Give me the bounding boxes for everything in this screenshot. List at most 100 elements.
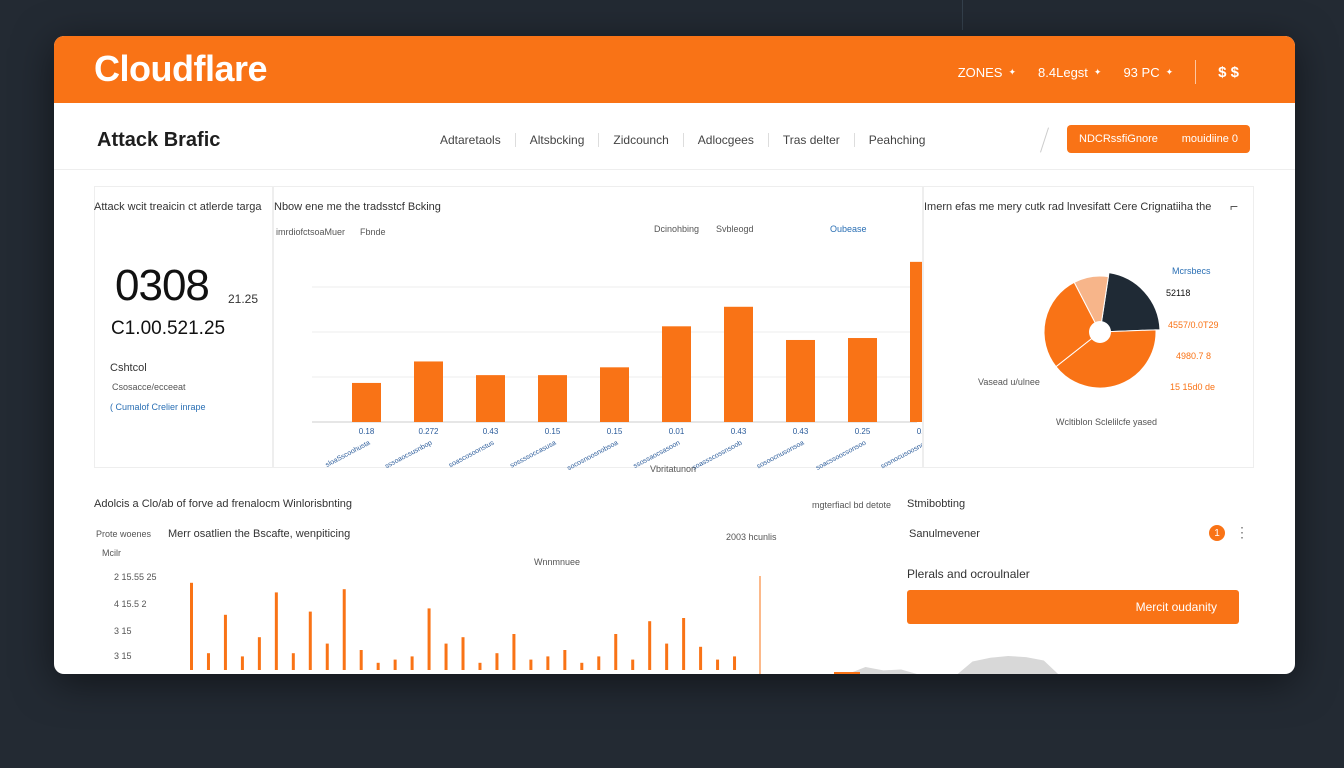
side-item[interactable]: Sanulmevener — [909, 528, 980, 540]
pie-chart-panel — [922, 186, 1254, 468]
attack-bar-chart: 0.18 sloaSscoohusta 0.272 sssoaocsusnbop 0.4… — [312, 261, 922, 472]
bottom-chart-title: Merr osatlien the Bscafte, wenpiticing — [168, 528, 351, 540]
annotation-mid: Wnnmnuee — [534, 557, 581, 567]
spike-3 — [240, 656, 244, 670]
pie-chart-title: Imern efas me mery cutk rad lnvesifatt C… — [924, 201, 1212, 213]
tick-label-5: 0.01 — [669, 427, 685, 436]
category-label-2: soascosoonstus — [448, 439, 496, 469]
attack-count-value: 0308 — [115, 261, 210, 310]
spike-13 — [410, 656, 414, 670]
pie-label-v2: 4557/0.0T29 — [1168, 320, 1219, 330]
y-label-1: 2 15.55 25 — [114, 572, 157, 582]
chart-label-left: Prote woenes — [96, 529, 152, 539]
spike-26 — [631, 659, 635, 670]
x-axis-title: Vbritatunon — [650, 464, 697, 474]
stats-link[interactable]: ( Cumalof Crelier inrape — [110, 402, 206, 412]
tab-zidcounch[interactable]: Zidcounch — [599, 133, 684, 147]
y-label-0: Mcilr — [102, 548, 121, 558]
pie-label-top: Mcrsbecs — [1172, 266, 1211, 276]
spike-15 — [444, 643, 448, 670]
stats-line: Csosacce/ecceeat — [112, 382, 186, 392]
tab-bar: Adtaretaols Altsbcking Zidcounch Adlocge… — [426, 133, 939, 147]
header-divider — [1040, 127, 1049, 153]
cloudflare-logo: Cloudflare — [94, 48, 268, 89]
bar-1 — [414, 361, 443, 422]
spike-18 — [495, 653, 499, 670]
bottom-heading: Adolcis a Clo/ab of forve ad frenalocm W… — [94, 498, 353, 510]
tick-label-7: 0.43 — [793, 427, 809, 436]
category-label-6: soassscossnsoob — [691, 440, 743, 472]
bar-4 — [600, 367, 629, 422]
category-label-1: sssoaocsusnbop — [384, 440, 433, 471]
annotation-top: 2003 hcunlis — [726, 532, 777, 542]
more-options-icon[interactable]: ⋮ — [1235, 524, 1249, 540]
spike-21 — [546, 656, 550, 670]
menu-separator — [1195, 60, 1197, 84]
spike-2 — [223, 614, 227, 670]
spike-0 — [190, 582, 193, 670]
spike-28 — [665, 643, 669, 670]
spike-24 — [597, 656, 601, 670]
top-bar: Cloudflare ZONES ✦ 8.4Legst ✦ 93 PC ✦ $ $ — [54, 36, 1295, 103]
dashboard-window: Cloudflare ZONES ✦ 8.4Legst ✦ 93 PC ✦ $ $ A… — [54, 36, 1295, 674]
spike-5 — [274, 592, 278, 670]
legend-left-item: Fbnde — [360, 227, 386, 237]
tab-altsbcking[interactable]: Altsbcking — [516, 133, 600, 147]
legend-left: imrdiofctsoaMuer — [276, 227, 346, 237]
notification-badge: 1 — [1209, 525, 1225, 541]
menu-pc[interactable]: 93 PC ✦ — [1123, 64, 1174, 80]
bar-3 — [538, 375, 567, 422]
pie-label-left: Vasead u/ulnee — [978, 377, 1040, 387]
page-header: Attack Brafic Adtaretaols Altsbcking Zid… — [54, 103, 1295, 170]
pie-footer: Wcltiblon Sclelilcfe yased — [1056, 417, 1158, 427]
marker — [834, 672, 860, 674]
caret-icon: ✦ — [1165, 66, 1174, 77]
tab-peahching[interactable]: Peahching — [868, 133, 926, 147]
top-menu: ZONES ✦ 8.4Legst ✦ 93 PC ✦ $ $ — [958, 60, 1239, 84]
tick-label-9: 0.13 — [917, 427, 922, 436]
spike-7 — [308, 611, 312, 670]
spike-4 — [257, 637, 261, 670]
menu-legst[interactable]: 8.4Legst ✦ — [1038, 64, 1102, 80]
attack-stats-panel — [94, 186, 274, 468]
side-action-button[interactable]: Mercit oudanity — [907, 590, 1239, 624]
spike-23 — [580, 662, 584, 670]
pie-slice-0 — [1099, 272, 1161, 333]
pie-slice-2 — [1043, 281, 1101, 368]
currency-icon[interactable]: $ $ — [1218, 63, 1239, 81]
spike-20 — [529, 659, 533, 670]
legend-mid2: Svbleogd — [716, 224, 754, 234]
y-label-4: 3 15 — [114, 651, 132, 661]
spike-32 — [733, 656, 737, 670]
spike-11 — [376, 662, 380, 670]
bar-9 — [910, 261, 922, 422]
pie-slice-1 — [1055, 329, 1157, 389]
header-action-button[interactable]: NDCRssfiGnore mouidiine 0 — [1067, 125, 1250, 153]
side-section: Plerals and ocroulnaler — [907, 567, 1030, 581]
spike-22 — [563, 650, 567, 670]
spike-8 — [325, 643, 329, 670]
spike-14 — [427, 608, 431, 670]
category-label-3: sossssoccasusa — [509, 440, 557, 470]
category-label-9: sosnocusoosnoa — [880, 440, 922, 471]
tick-label-1: 0.272 — [418, 427, 439, 436]
pie-label-v1: 52118 — [1166, 288, 1191, 298]
spike-10 — [359, 650, 363, 670]
tab-adlocgees[interactable]: Adlocgees — [684, 133, 769, 147]
tick-label-6: 0.43 — [731, 427, 747, 436]
category-label-8: soacssoocsonsoo — [815, 440, 868, 472]
pie-expand-icon[interactable]: ⌐ — [1230, 198, 1239, 214]
pie-label-v4: 15 15d0 de — [1170, 382, 1216, 392]
legend-mid1: Dcinohbing — [654, 224, 700, 234]
pie-label-v3: 4980.7 8 — [1176, 351, 1212, 361]
menu-zones[interactable]: ZONES ✦ — [957, 64, 1017, 80]
section-label: Cshtcol — [110, 362, 147, 374]
tab-adtaretaols[interactable]: Adtaretaols — [426, 133, 516, 147]
tab-tras-delter[interactable]: Tras delter — [769, 133, 855, 147]
background-area — [847, 656, 1059, 674]
caret-icon: ✦ — [1093, 66, 1102, 77]
side-heading: Stmibobting — [907, 498, 966, 510]
category-label-7: sosoocnusonsoa — [756, 440, 806, 471]
spike-31 — [716, 659, 720, 670]
background-decor — [962, 0, 963, 30]
